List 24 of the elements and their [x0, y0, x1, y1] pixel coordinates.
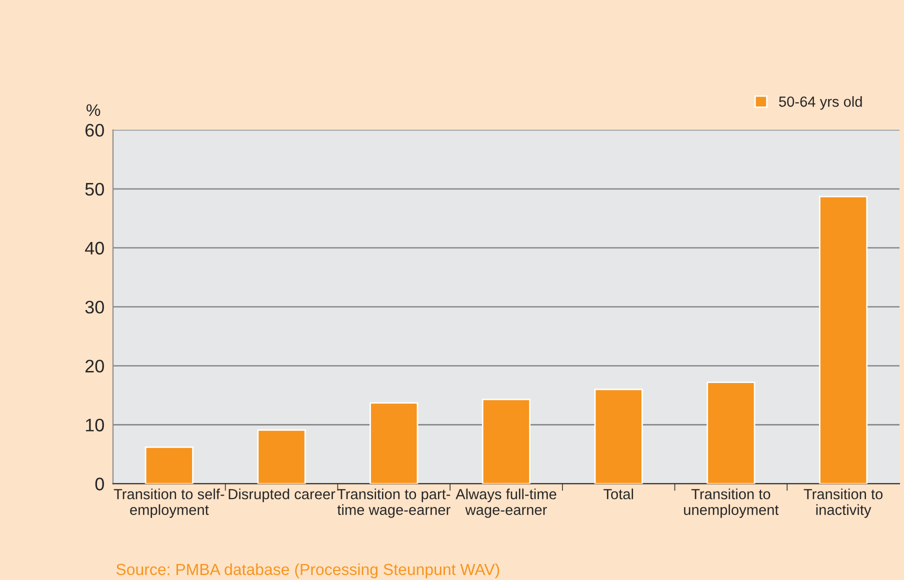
- bar: [594, 388, 643, 484]
- x-tick-label: Transition to unemployment: [684, 488, 779, 518]
- y-tick-label: 30: [85, 300, 104, 314]
- bar: [482, 398, 531, 484]
- x-tick-label: Transition to self- employment: [114, 488, 224, 518]
- y-tick-label: 50: [85, 182, 104, 196]
- bar: [819, 196, 868, 484]
- legend-label: 50-64 yrs old: [779, 96, 862, 110]
- source-note: Source: PMBA database (Processing Steunpunt WAV): [116, 563, 500, 578]
- bar: [706, 382, 756, 484]
- x-tick-label: Transition to part- time wage-earner: [337, 488, 450, 518]
- y-tick-label: 10: [86, 418, 104, 432]
- y-tick-label: 40: [85, 242, 104, 255]
- x-tick-label: Disrupted career: [228, 488, 336, 502]
- bar: [257, 429, 306, 484]
- y-tick-label: 0: [95, 478, 104, 490]
- x-tick-label: Total: [604, 488, 634, 500]
- y-tick-label: 20: [85, 360, 104, 373]
- y-tick-label: 60: [86, 124, 104, 137]
- y-axis-title: %: [86, 104, 100, 116]
- x-tick-label: Transition to inactivity: [804, 488, 883, 518]
- x-tick-label: Always full-time wage-earner: [456, 488, 556, 518]
- bar: [144, 446, 194, 484]
- bar: [370, 402, 418, 484]
